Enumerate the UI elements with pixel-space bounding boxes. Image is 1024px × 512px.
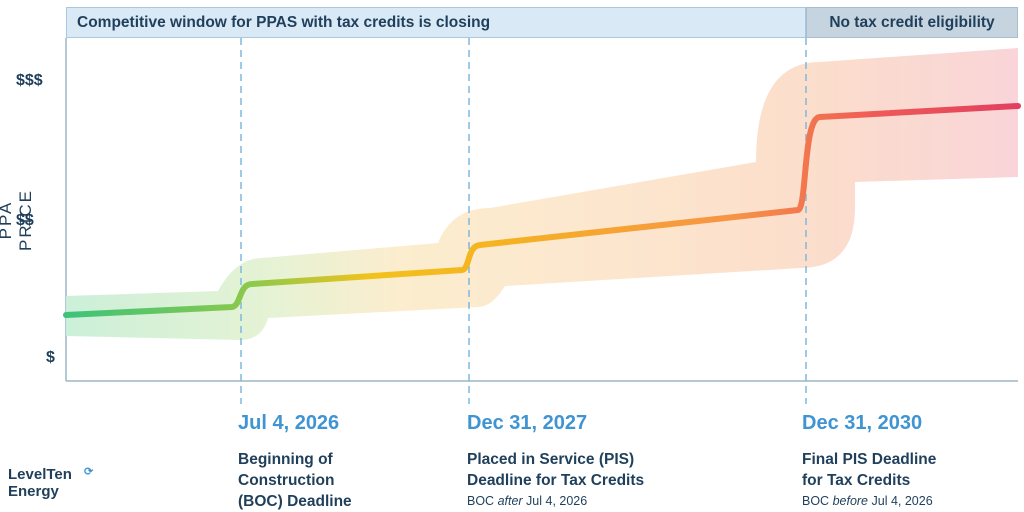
milestone-note: BOC after Jul 4, 2026 bbox=[467, 494, 588, 508]
milestone-final-pis: Dec 31, 2030 Final PIS Deadline for Tax … bbox=[802, 412, 936, 508]
milestone-label: Beginning of Construction (BOC) Deadline bbox=[238, 451, 352, 510]
y-tick-label: $ bbox=[46, 349, 55, 366]
y-tick-label: $$$ bbox=[16, 72, 43, 89]
milestone-date: Dec 31, 2030 bbox=[802, 412, 923, 434]
milestone-pis: Dec 31, 2027 Placed in Service (PIS) Dea… bbox=[467, 412, 644, 508]
logo-icon: ⟳ bbox=[84, 466, 94, 478]
banner-tax-credit-window: Competitive window for PPAS with tax cre… bbox=[66, 7, 806, 38]
y-tick-label: $$ bbox=[16, 212, 34, 229]
milestone-label: Final PIS Deadline for Tax Credits bbox=[802, 451, 937, 489]
milestone-boc: Jul 4, 2026 Beginning of Construction (B… bbox=[238, 412, 352, 512]
milestone-note: BOC before Jul 4, 2026 bbox=[802, 494, 933, 508]
milestone-date: Jul 4, 2026 bbox=[238, 412, 340, 434]
milestone-date: Dec 31, 2027 bbox=[467, 412, 588, 434]
price-line bbox=[63, 103, 1021, 318]
milestone-label: Placed in Service (PIS) Deadline for Tax… bbox=[467, 451, 645, 489]
banner-no-tax-credit: No tax credit eligibility bbox=[806, 7, 1018, 38]
levelten-energy-logo: LevelTen Energy ⟳ bbox=[8, 466, 94, 500]
price-band bbox=[66, 48, 1018, 340]
